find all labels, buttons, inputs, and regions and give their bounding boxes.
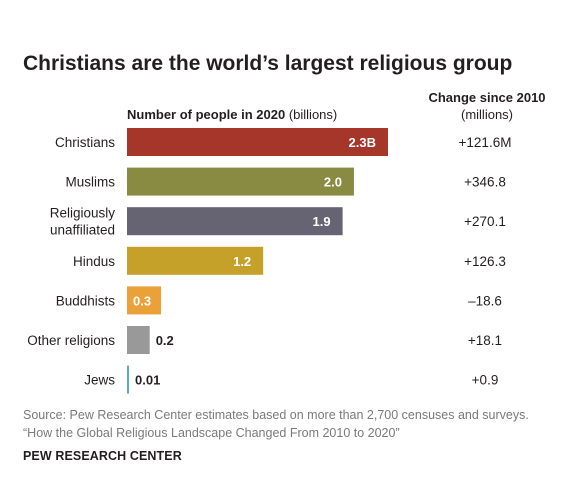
change-column-header: Change since 2010 (millions) xyxy=(412,89,562,123)
change-value-1: +346.8 xyxy=(464,175,506,190)
change-value-4: –18.6 xyxy=(468,293,502,308)
bar-4 xyxy=(127,286,162,315)
value-header-bold: Number of people in 2020 xyxy=(127,107,286,122)
bar-2 xyxy=(127,207,343,236)
category-label-5: Other religions xyxy=(27,333,115,348)
category-label-2: Religiously unaffiliated xyxy=(50,206,116,238)
value-label-6: 0.01 xyxy=(135,373,160,388)
value-label-0: 2.3B xyxy=(349,135,376,150)
value-label-2: 1.9 xyxy=(313,214,331,229)
bar-5 xyxy=(127,326,150,354)
source-note: Source: Pew Research Center estimates ba… xyxy=(23,406,529,442)
change-value-3: +126.3 xyxy=(464,254,506,269)
value-label-5: 0.2 xyxy=(156,333,174,348)
change-value-5: +18.1 xyxy=(468,333,502,348)
category-label-0: Christians xyxy=(55,135,115,150)
change-value-6: +0.9 xyxy=(472,373,499,388)
value-label-3: 1.2 xyxy=(233,254,251,269)
value-label-4: 0.3 xyxy=(133,293,151,308)
change-value-0: +121.6M xyxy=(459,135,512,150)
category-label-1: Muslims xyxy=(66,175,116,190)
value-header-unit: (billions) xyxy=(288,107,338,122)
bar-0 xyxy=(127,128,388,156)
bar-3 xyxy=(127,246,264,275)
change-header-unit: (millions) xyxy=(461,107,513,122)
category-label-4: Buddhists xyxy=(56,293,116,308)
category-label-6: Jews xyxy=(84,373,115,388)
change-header-bold: Change since 2010 xyxy=(428,90,546,105)
value-label-1: 2.0 xyxy=(324,175,342,190)
bar-6 xyxy=(127,365,129,394)
change-value-2: +270.1 xyxy=(464,214,506,229)
value-column-header: Number of people in 2020 (billions) xyxy=(127,107,337,122)
category-label-3: Hindus xyxy=(73,254,115,269)
source-line-1: Source: Pew Research Center estimates ba… xyxy=(23,408,529,422)
bar-1 xyxy=(127,167,354,196)
chart-title: Christians are the world’s largest relig… xyxy=(23,52,513,75)
pew-brand: PEW RESEARCH CENTER xyxy=(23,449,182,463)
source-line-2: “How the Global Religious Landscape Chan… xyxy=(23,426,400,440)
